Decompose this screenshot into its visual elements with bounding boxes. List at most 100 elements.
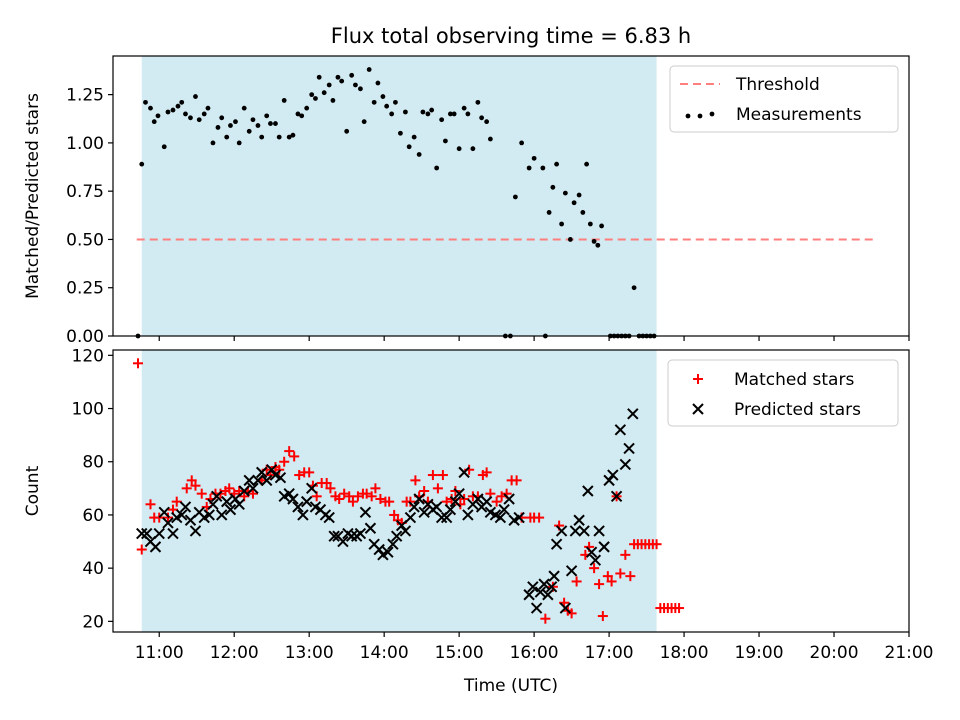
measurement-point bbox=[139, 161, 145, 167]
matched-star-point bbox=[279, 456, 290, 467]
predicted-star-point bbox=[627, 408, 639, 420]
matched-star-point bbox=[511, 475, 522, 486]
predicted-star-point bbox=[305, 482, 318, 495]
predicted-star-point bbox=[593, 525, 605, 537]
matched-star-point bbox=[370, 483, 381, 494]
predicted-star-point bbox=[260, 474, 273, 487]
predicted-star-point bbox=[167, 527, 179, 540]
measurement-point bbox=[335, 74, 341, 80]
predicted-star-point bbox=[211, 490, 223, 503]
measurement-point bbox=[411, 134, 417, 140]
predicted-star-point bbox=[238, 485, 250, 497]
matched-star-point bbox=[186, 475, 197, 486]
measurement-point bbox=[470, 146, 476, 152]
legend-matched-swatch bbox=[693, 374, 703, 384]
measurement-point bbox=[179, 99, 185, 105]
measurement-point bbox=[349, 72, 355, 78]
y-tick-label: 1.25 bbox=[66, 86, 104, 106]
x-tick-label: 14:00 bbox=[360, 643, 409, 663]
x-tick-label: 17:00 bbox=[585, 643, 634, 663]
matched-star-point bbox=[437, 470, 448, 481]
predicted-star-point bbox=[390, 530, 403, 542]
measurement-point bbox=[562, 190, 568, 196]
measurement-point bbox=[451, 111, 457, 117]
count-points bbox=[132, 358, 685, 624]
measurement-point bbox=[219, 115, 225, 121]
measurement-point bbox=[148, 105, 153, 111]
measurement-point bbox=[591, 238, 597, 244]
measurement-point bbox=[236, 140, 242, 146]
predicted-star-point bbox=[550, 538, 563, 550]
predicted-star-point bbox=[287, 493, 299, 505]
measurement-point bbox=[358, 86, 363, 92]
bottom-axes-frame bbox=[112, 349, 910, 633]
measurement-point bbox=[309, 92, 315, 98]
y-tick-label: 80 bbox=[82, 453, 104, 473]
matched-star-point bbox=[284, 446, 295, 457]
measurement-point bbox=[161, 144, 167, 150]
measurement-point bbox=[361, 119, 367, 125]
y-tick-label: 60 bbox=[82, 506, 104, 526]
y-tick-label: 120 bbox=[72, 346, 104, 366]
top-panel: 0.00 0.25 0.50 0.75 1.00 1.25 Matched/Predict… bbox=[23, 55, 910, 347]
measurement-point bbox=[205, 105, 211, 111]
matched-star-point bbox=[181, 483, 192, 494]
y-tick-label: 0.75 bbox=[66, 182, 104, 202]
predicted-star-point bbox=[229, 493, 242, 505]
matched-star-point bbox=[347, 496, 358, 507]
predicted-star-point bbox=[292, 501, 304, 513]
measurement-point bbox=[316, 74, 322, 80]
measurement-point bbox=[465, 111, 471, 117]
predicted-star-point bbox=[323, 511, 335, 524]
predicted-star-point bbox=[430, 501, 443, 513]
legend-plus-marker bbox=[693, 374, 703, 384]
measurement-point bbox=[576, 192, 582, 198]
measurement-point bbox=[546, 210, 552, 215]
x-tick-label: 18:00 bbox=[660, 643, 709, 663]
measurement-point bbox=[540, 165, 546, 171]
predicted-star-point bbox=[565, 565, 578, 577]
predicted-star-point bbox=[387, 538, 399, 550]
measurement-point bbox=[281, 98, 287, 103]
measurement-point bbox=[403, 109, 408, 115]
matched-star-point bbox=[247, 488, 258, 499]
measurement-point bbox=[371, 99, 377, 105]
predicted-star-point bbox=[444, 503, 457, 516]
y-tick-label: 1.00 bbox=[66, 134, 104, 154]
measurement-point bbox=[519, 140, 525, 146]
x-tick-label: 12:00 bbox=[210, 643, 259, 663]
predicted-star-point bbox=[453, 487, 465, 500]
legend-threshold-label: Threshold bbox=[735, 75, 820, 95]
matched-star-point bbox=[289, 451, 300, 462]
top-y-ticks: 0.00 0.25 0.50 0.75 1.00 1.25 bbox=[66, 86, 113, 347]
bottom-panel: 20 40 60 80 100 120 11:00 12:00 13:00 14:00 15:00… bbox=[23, 346, 934, 696]
predicted-star-point bbox=[283, 487, 295, 500]
measurement-point bbox=[366, 67, 372, 72]
predicted-star-point bbox=[354, 527, 367, 540]
measurement-point bbox=[487, 136, 493, 142]
y-tick-label: 0.25 bbox=[66, 279, 104, 299]
matched-star-point bbox=[571, 576, 582, 587]
predicted-star-point bbox=[179, 501, 192, 513]
predicted-star-point bbox=[418, 506, 430, 518]
measurement-point bbox=[273, 121, 278, 126]
bottom-y-ticks: 20 40 60 80 100 120 bbox=[72, 346, 113, 632]
predicted-star-point bbox=[527, 581, 539, 593]
matched-star-point bbox=[625, 571, 636, 582]
measurement-point bbox=[193, 94, 198, 99]
y-tick-label: 0.00 bbox=[66, 327, 104, 347]
matched-star-point bbox=[602, 571, 613, 582]
predicted-star-point bbox=[462, 509, 474, 521]
predicted-star-point bbox=[472, 493, 484, 505]
x-tick-label: 16:00 bbox=[510, 643, 559, 663]
predicted-star-point bbox=[141, 527, 153, 540]
matched-star-point bbox=[566, 608, 577, 619]
bottom-legend: Matched stars Predicted stars bbox=[667, 359, 899, 427]
matched-star-point bbox=[389, 509, 400, 520]
measurement-point bbox=[384, 103, 390, 109]
measurement-point bbox=[353, 82, 358, 88]
y-tick-label: 0.50 bbox=[66, 230, 104, 250]
legend-x-marker bbox=[692, 403, 704, 415]
legend-predicted-swatch bbox=[692, 403, 704, 415]
matched-star-point bbox=[459, 493, 470, 504]
